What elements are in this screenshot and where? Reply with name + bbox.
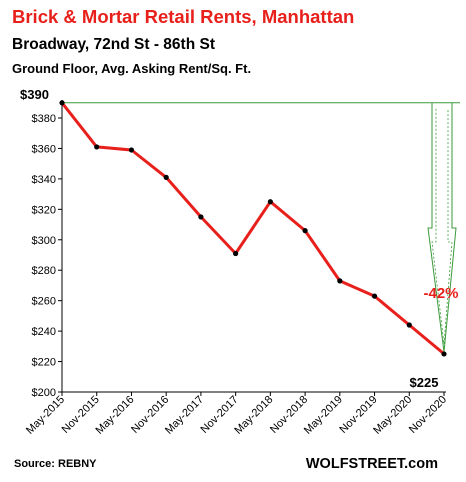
x-tick-label: Nov-2020 [407, 394, 449, 436]
y-tick-label: $240 [32, 326, 56, 338]
x-tick-label: May-2018 [232, 394, 275, 437]
data-point [94, 144, 100, 150]
decline-arrow [62, 102, 460, 353]
data-point [302, 228, 308, 234]
y-tick-label: $260 [32, 296, 56, 308]
chart-subtitle: Broadway, 72nd St - 86th St [12, 36, 215, 53]
change-percent-label: -42% [423, 285, 458, 302]
chart-title: Brick & Mortar Retail Rents, Manhattan [12, 6, 354, 27]
end-value-label: $225 [410, 375, 439, 390]
x-tick-label: May-2019 [302, 394, 345, 437]
y-tick-label: $200 [32, 387, 56, 399]
axes [61, 100, 446, 393]
data-point [337, 278, 343, 284]
series-line [60, 101, 445, 356]
data-point [128, 147, 135, 153]
x-axis-ticks: May-2015Nov-2015May-2016Nov-2016May-2017… [24, 392, 449, 437]
series [59, 100, 447, 357]
y-tick-label: $280 [32, 265, 56, 277]
source-label: Source: REBNY [14, 458, 97, 470]
arrow-inner [431, 108, 453, 344]
chart-subtitle-2: Ground Floor, Avg. Asking Rent/Sq. Ft. [12, 61, 251, 76]
data-point [371, 293, 378, 299]
x-tick-label: May-2015 [24, 394, 67, 437]
data-point [59, 100, 65, 106]
data-point [163, 174, 169, 180]
data-point [267, 199, 273, 205]
y-tick-label: $320 [32, 204, 56, 216]
data-point [198, 214, 204, 220]
y-tick-label: $300 [32, 235, 56, 247]
start-value-label: $390 [20, 87, 49, 102]
y-axis-ticks: $200 $220 $240 $260 $280 $300 $320 $340 $360 $380 [32, 113, 62, 399]
y-tick-label: $360 [32, 143, 56, 155]
data-point [441, 351, 447, 357]
y-tick-label: $340 [32, 174, 56, 186]
x-tick-label: May-2016 [93, 394, 136, 437]
brand-label: WOLFSTREET.com [306, 456, 438, 472]
arrow-outline [427, 102, 457, 353]
y-tick-label: $220 [32, 357, 56, 369]
x-tick-label: May-2017 [163, 394, 206, 437]
x-tick-label: May-2020 [371, 394, 414, 437]
y-tick-label: $380 [32, 113, 56, 125]
data-point [406, 322, 412, 328]
data-point [233, 250, 239, 257]
